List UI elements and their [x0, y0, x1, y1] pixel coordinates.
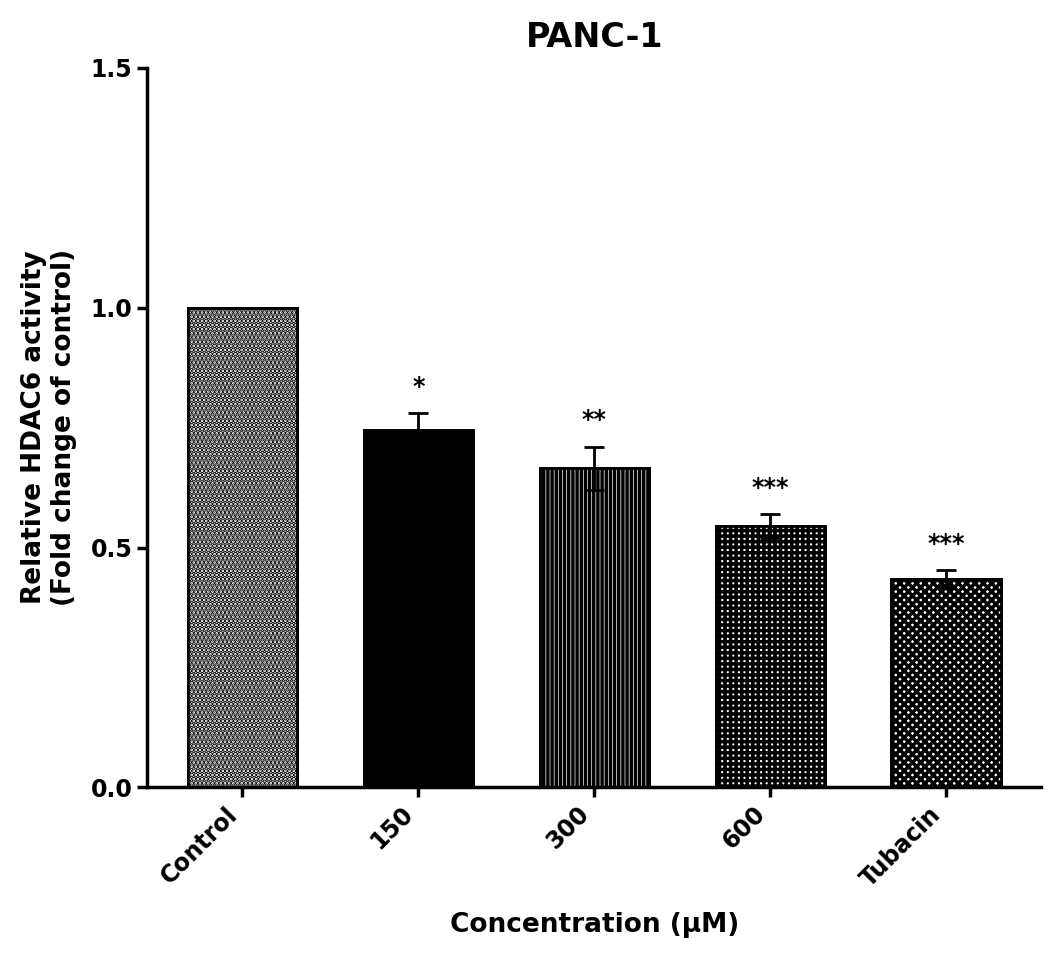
X-axis label: Concentration (μM): Concentration (μM)	[449, 912, 739, 938]
Title: PANC-1: PANC-1	[526, 21, 663, 54]
Text: **: **	[582, 409, 606, 433]
Bar	[716, 526, 824, 787]
Text: *: *	[412, 375, 425, 399]
Text: ***: ***	[927, 531, 964, 555]
Bar	[363, 430, 473, 787]
Bar	[716, 526, 824, 787]
Text: ***: ***	[751, 476, 789, 500]
Bar	[188, 308, 297, 787]
Bar	[891, 578, 1000, 787]
Bar	[539, 468, 649, 787]
Y-axis label: Relative HDAC6 activity
(Fold change of control): Relative HDAC6 activity (Fold change of …	[21, 249, 76, 606]
Bar	[891, 578, 1000, 787]
Bar	[363, 430, 473, 787]
Bar	[539, 468, 649, 787]
Bar	[188, 308, 297, 787]
